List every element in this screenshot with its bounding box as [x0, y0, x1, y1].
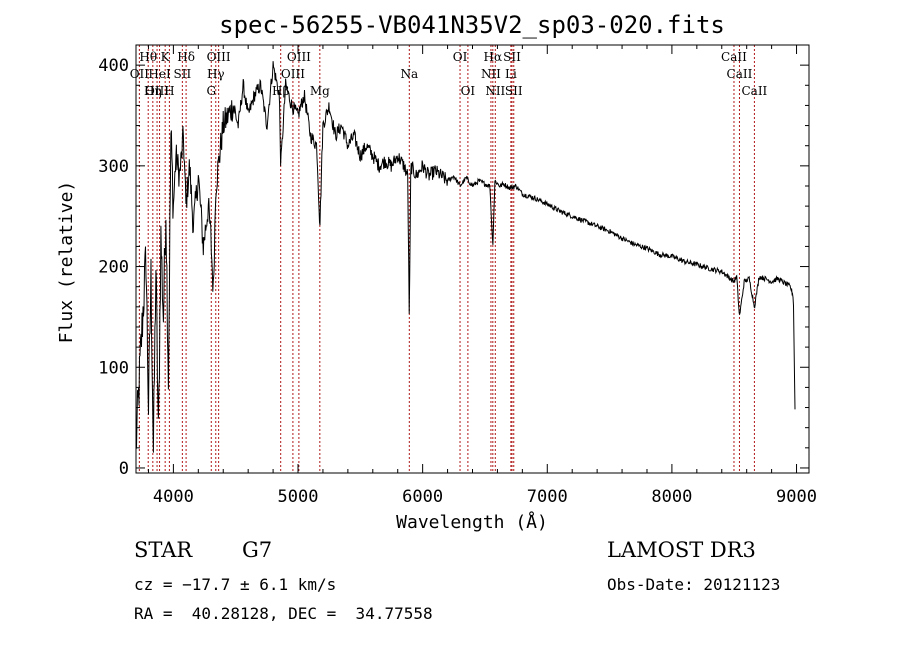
line-label-H-eta: Hη [144, 84, 162, 98]
line-label-K: K [161, 50, 171, 64]
x-tick-label: 6000 [402, 487, 443, 507]
object-subclass: G7 [242, 538, 273, 562]
x-tick-label: 9000 [776, 487, 817, 507]
line-label-NII-6548: NII [481, 67, 501, 81]
line-label-CaII-8662: CaII [741, 84, 767, 98]
x-tick-label: 8000 [651, 487, 692, 507]
y-tick-label: 0 [119, 459, 129, 479]
y-tick-label: 300 [98, 157, 129, 177]
x-tick-label: 7000 [527, 487, 568, 507]
y-axis-label: Flux (relative) [56, 181, 77, 344]
line-label-H-delta: Hδ [177, 50, 195, 64]
line-label-Li: Li [505, 67, 517, 81]
line-label-OIII-3869: OIII [145, 84, 169, 98]
line-label-SII-6731: SII [505, 84, 523, 98]
x-axis-label: Wavelength (Å) [396, 511, 548, 533]
line-label-OIII-4959: OIII [281, 67, 305, 81]
y-tick-labels: 0 100 200 300 400 [98, 56, 129, 479]
line-label-H: H [164, 84, 174, 98]
x-tick-label: 4000 [153, 487, 194, 507]
line-label-OI-6363: OI [461, 84, 476, 98]
object-class: STAR [134, 538, 193, 562]
line-label-NII-6583: NII [485, 84, 505, 98]
line-label-H-beta: Hβ [272, 84, 289, 98]
line-label-G: G [206, 84, 216, 98]
line-label-SII-4072: SII [174, 67, 192, 81]
line-label-OIII-5007: OIII [287, 50, 311, 64]
line-label-OIII-4363: OIII [207, 50, 231, 64]
x-tick-labels: 4000 5000 6000 7000 8000 9000 [153, 487, 817, 507]
y-tick-label: 200 [98, 258, 129, 278]
chart-title: spec-56255-VB041N35V2_sp03-020.fits [219, 11, 725, 39]
survey-name: LAMOST DR3 [607, 538, 756, 562]
coordinates: RA = 40.28128, DEC = 34.77558 [134, 604, 433, 623]
line-label-H-alpha: Hα [484, 50, 503, 64]
spectrum-line [135, 61, 796, 453]
line-label-CaII-8542: CaII [727, 67, 753, 81]
axis-ticks [136, 45, 809, 473]
line-label-HeI: HeI [148, 67, 171, 81]
line-label-Mg: Mg [310, 84, 330, 98]
line-label-SII-6717: SII [503, 50, 521, 64]
redshift-readout: cz = −17.7 ± 6.1 km/s [134, 575, 337, 594]
y-tick-label: 100 [98, 358, 129, 378]
plot-frame [135, 44, 810, 474]
line-label-H-theta: Hθ [139, 50, 157, 64]
x-tick-label: 5000 [278, 487, 319, 507]
y-tick-label: 400 [98, 56, 129, 76]
line-label-OI-6300: OI [453, 50, 468, 64]
line-label-H-gamma: Hγ [207, 67, 225, 81]
line-label-CaII-8498: CaII [721, 50, 747, 64]
observation-date: Obs-Date: 20121123 [607, 575, 781, 594]
line-label-OII: OII [130, 67, 150, 81]
line-label-Na: Na [400, 67, 418, 81]
